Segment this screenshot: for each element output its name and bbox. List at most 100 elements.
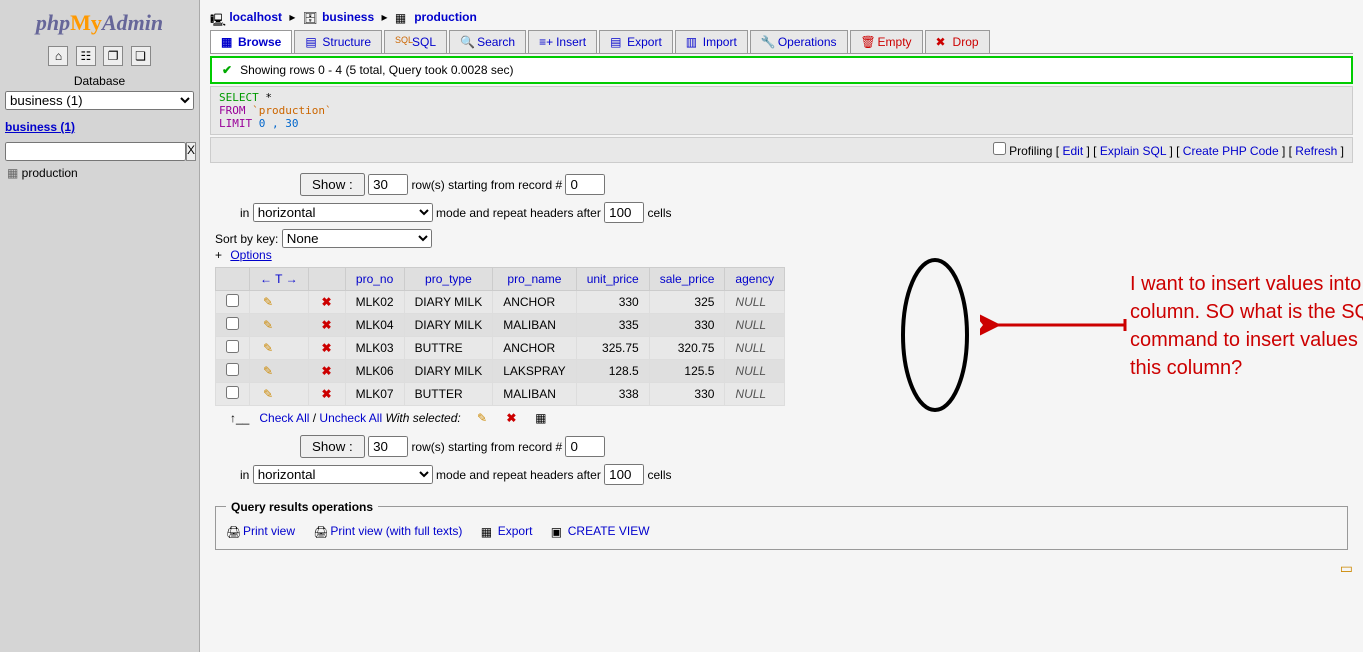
edit-link[interactable]: Edit xyxy=(1062,144,1083,158)
logo-php: php xyxy=(36,10,70,35)
edit-row-icon[interactable]: ✎ xyxy=(260,341,276,355)
mode-text: mode and repeat headers after xyxy=(436,206,601,220)
edit-row-icon[interactable]: ✎ xyxy=(260,387,276,401)
print-view-link[interactable]: Print view xyxy=(243,524,295,538)
with-selected-text: With selected: xyxy=(385,411,460,425)
table-filter-input[interactable] xyxy=(5,142,186,161)
mode-select[interactable]: horizontal xyxy=(253,203,433,222)
tab-import[interactable]: ▥Import xyxy=(675,30,748,53)
breadcrumb-table[interactable]: production xyxy=(414,10,477,24)
cells-text: cells xyxy=(648,206,672,220)
tab-drop[interactable]: ✖Drop xyxy=(925,30,990,53)
sql-nums: 0 , 30 xyxy=(252,117,298,130)
cells-text-bottom: cells xyxy=(648,468,672,482)
edit-row-icon[interactable]: ✎ xyxy=(260,364,276,378)
delete-row-icon[interactable]: ✖ xyxy=(319,387,335,401)
col-pro-no[interactable]: pro_no xyxy=(345,267,404,290)
start-record-input[interactable] xyxy=(565,174,605,195)
show-button-bottom[interactable]: Show : xyxy=(300,435,365,458)
explain-link[interactable]: Explain SQL xyxy=(1100,144,1166,158)
search-icon: 🔍 xyxy=(460,35,474,49)
breadcrumb-sep: ▸ xyxy=(289,10,295,24)
database-select[interactable]: business (1) xyxy=(5,91,194,110)
cell-agency: NULL xyxy=(725,359,785,382)
delete-row-icon[interactable]: ✖ xyxy=(319,341,335,355)
col-sale-price[interactable]: sale_price xyxy=(649,267,725,290)
sql-tab-icon: SQL xyxy=(395,35,409,49)
check-all-link[interactable]: Check All xyxy=(259,411,309,425)
delete-row-icon[interactable]: ✖ xyxy=(319,295,335,309)
uncheck-all-link[interactable]: Uncheck All xyxy=(319,411,382,425)
col-pro-name[interactable]: pro_name xyxy=(493,267,576,290)
delete-row-icon[interactable]: ✖ xyxy=(319,364,335,378)
cell-pro-no: MLK07 xyxy=(345,382,404,405)
breadcrumb-server[interactable]: localhost xyxy=(229,10,282,24)
tab-export[interactable]: ▤Export xyxy=(599,30,673,53)
mode-select-bottom[interactable]: horizontal xyxy=(253,465,433,484)
structure-icon: ▤ xyxy=(305,35,319,49)
tab-structure[interactable]: ▤Structure xyxy=(294,30,382,53)
table-row: ✎✖MLK04DIARY MILKMALIBAN335330NULL xyxy=(216,313,785,336)
clear-filter-button[interactable]: X xyxy=(186,142,196,161)
col-agency[interactable]: agency xyxy=(725,267,785,290)
tab-structure-label: Structure xyxy=(322,35,371,49)
row-checkbox[interactable] xyxy=(226,340,239,353)
create-view-link[interactable]: CREATE VIEW xyxy=(568,524,650,538)
profiling-checkbox[interactable] xyxy=(993,142,1006,155)
tab-browse-label: Browse xyxy=(238,35,281,49)
refresh-link[interactable]: Refresh xyxy=(1295,144,1337,158)
in-text: in xyxy=(240,206,249,220)
cell-sale-price: 325 xyxy=(649,290,725,313)
show-button[interactable]: Show : xyxy=(300,173,365,196)
breadcrumb-database[interactable]: business xyxy=(322,10,374,24)
ops-legend: Query results operations xyxy=(226,500,378,514)
rows-count-input[interactable] xyxy=(368,174,408,195)
breadcrumb-sep: ▸ xyxy=(381,10,387,24)
cell-pro-type: DIARY MILK xyxy=(404,290,493,313)
cell-pro-name: MALIBAN xyxy=(493,313,576,336)
database-link[interactable]: business (1) xyxy=(5,120,194,134)
home-icon[interactable]: ⌂ xyxy=(48,46,68,66)
repeat-headers-input[interactable] xyxy=(604,202,644,223)
sql-query-box: SELECT * FROM `production` LIMIT 0 , 30 xyxy=(210,86,1353,135)
export-link[interactable]: Export xyxy=(498,524,533,538)
row-checkbox[interactable] xyxy=(226,294,239,307)
table-row: ✎✖MLK06DIARY MILKLAKSPRAY128.5125.5NULL xyxy=(216,359,785,382)
tab-empty[interactable]: 🗑Empty xyxy=(850,30,923,53)
edit-row-icon[interactable]: ✎ xyxy=(260,318,276,332)
rows-count-input-bottom[interactable] xyxy=(368,436,408,457)
cell-pro-type: DIARY MILK xyxy=(404,359,493,382)
sql-icon[interactable]: ☷ xyxy=(76,46,96,66)
tab-sql[interactable]: SQLSQL xyxy=(384,30,447,53)
docs-icon[interactable]: ❐ xyxy=(103,46,123,66)
col-unit-price[interactable]: unit_price xyxy=(576,267,649,290)
bulk-export-icon[interactable]: ▦ xyxy=(533,411,549,425)
options-link[interactable]: Options xyxy=(230,248,271,262)
cell-pro-no: MLK02 xyxy=(345,290,404,313)
sort-key-select[interactable]: None xyxy=(282,229,432,248)
print-view-full-link[interactable]: Print view (with full texts) xyxy=(330,524,462,538)
sidebar-table-production[interactable]: production xyxy=(7,166,194,180)
bulk-edit-icon[interactable]: ✎ xyxy=(474,411,490,425)
repeat-headers-input-bottom[interactable] xyxy=(604,464,644,485)
cell-pro-no: MLK06 xyxy=(345,359,404,382)
tab-insert[interactable]: ≡+Insert xyxy=(528,30,597,53)
browse-icon: ▦ xyxy=(221,35,235,49)
tab-operations[interactable]: 🔧Operations xyxy=(750,30,848,53)
row-checkbox[interactable] xyxy=(226,317,239,330)
in-text-bottom: in xyxy=(240,468,249,482)
tab-browse[interactable]: ▦Browse xyxy=(210,30,292,53)
tab-search[interactable]: 🔍Search xyxy=(449,30,526,53)
create-php-link[interactable]: Create PHP Code xyxy=(1183,144,1279,158)
row-checkbox[interactable] xyxy=(226,363,239,376)
bulk-delete-icon[interactable]: ✖ xyxy=(503,411,519,425)
col-arrows[interactable]: ← T → xyxy=(250,267,309,290)
start-record-input-bottom[interactable] xyxy=(565,436,605,457)
cell-sale-price: 330 xyxy=(649,382,725,405)
row-checkbox[interactable] xyxy=(226,386,239,399)
cell-sale-price: 125.5 xyxy=(649,359,725,382)
delete-row-icon[interactable]: ✖ xyxy=(319,318,335,332)
col-pro-type[interactable]: pro_type xyxy=(404,267,493,290)
reload-icon[interactable]: ❏ xyxy=(131,46,151,66)
edit-row-icon[interactable]: ✎ xyxy=(260,295,276,309)
